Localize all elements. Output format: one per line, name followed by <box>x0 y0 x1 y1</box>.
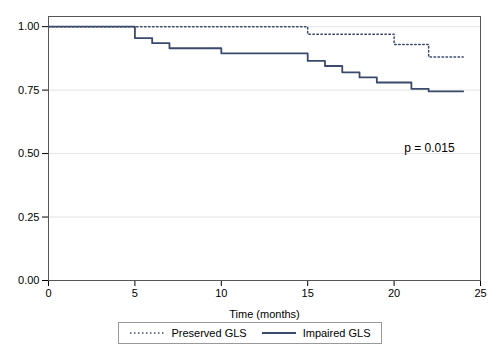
svg-text:0.75: 0.75 <box>18 84 39 96</box>
svg-text:Time (months): Time (months) <box>229 308 300 320</box>
svg-text:0.25: 0.25 <box>18 211 39 223</box>
svg-text:20: 20 <box>388 287 400 299</box>
html-text:Impaired GLS: Impaired GLS <box>302 327 371 339</box>
svg-text:15: 15 <box>302 287 314 299</box>
svg-text:0.50: 0.50 <box>18 147 39 159</box>
svg-text:0: 0 <box>45 287 51 299</box>
svg-text:1.00: 1.00 <box>18 20 39 32</box>
html-text:Preserved GLS: Preserved GLS <box>171 327 247 339</box>
svg-text:5: 5 <box>132 287 138 299</box>
svg-text:0.00: 0.00 <box>18 274 39 286</box>
svg-text:p = 0.015: p = 0.015 <box>404 141 455 155</box>
svg-text:25: 25 <box>474 287 486 299</box>
svg-text:10: 10 <box>215 287 227 299</box>
